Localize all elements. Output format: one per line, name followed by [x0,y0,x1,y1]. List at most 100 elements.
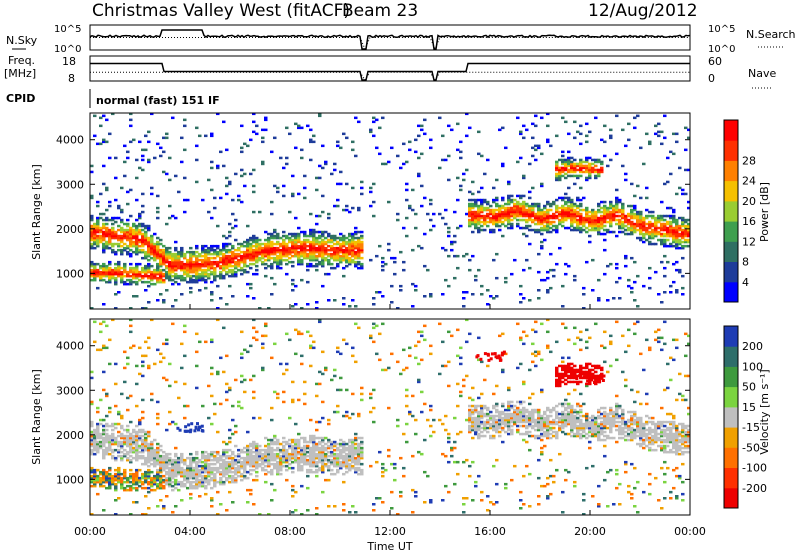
power-cell [102,164,106,168]
velocity-cell [252,396,256,400]
power-cell [354,230,358,234]
velocity-cell [102,418,106,422]
velocity-cell [138,346,142,350]
power-cell [615,200,619,204]
power-cell [339,244,343,248]
velocity-cell [240,374,244,378]
power-cell [204,278,208,282]
power-cell [96,262,100,266]
power-cell [372,116,376,120]
power-cell [477,152,481,156]
power-cell [144,274,148,278]
velocity-cell [336,468,340,472]
power-cell [195,250,199,254]
velocity-cell [150,448,154,452]
velocity-cell [138,450,142,454]
power-cell [234,238,238,242]
velocity-cell [300,468,304,472]
power-cell [201,250,205,254]
velocity-cell [207,482,211,486]
power-cell [654,224,658,228]
power-cell [147,252,151,256]
velocity-cell [162,376,166,380]
power-cell [267,248,271,252]
power-cell [603,212,607,216]
power-cell [123,266,127,270]
power-cell [360,230,364,234]
power-cell [534,124,538,128]
power-cell [633,228,637,232]
power-cell [546,200,550,204]
velocity-cell [171,468,175,472]
velocity-cell [408,354,412,358]
velocity-cell [453,482,457,486]
power-cell [318,112,322,116]
velocity-cell [354,456,358,460]
power-cell [540,182,544,186]
velocity-cell [96,440,100,444]
power-cell [621,230,625,234]
power-cell [228,230,232,234]
velocity-cell [480,414,484,418]
power-cell [642,218,646,222]
power-cell [423,232,427,236]
velocity-cell [132,472,136,476]
velocity-cell [444,364,448,368]
power-cell [354,246,358,250]
power-cell [216,274,220,278]
power-cell [609,210,613,214]
power-cell [168,254,172,258]
velocity-cell [417,450,421,454]
velocity-cell [162,450,166,454]
power-cell [645,216,649,220]
power-cell [195,254,199,258]
velocity-cell [309,470,313,474]
power-cell [168,264,172,268]
power-cell [585,214,589,218]
velocity-cell [120,454,124,458]
power-cell [657,230,661,234]
power-cell [294,250,298,254]
velocity-cell [234,430,238,434]
power-cell [207,268,211,272]
power-cell [123,222,127,226]
velocity-cell [102,346,106,350]
velocity-cell [243,460,247,464]
power-cell [429,218,433,222]
power-cell [555,198,559,202]
power-cell [678,270,682,274]
velocity-cell [267,460,271,464]
power-cell [282,234,286,238]
power-cell [168,268,172,272]
velocity-cell [312,464,316,468]
velocity-cell [210,422,214,426]
power-cell [387,160,391,164]
velocity-cell [354,448,358,452]
velocity-cell [105,474,109,478]
power-cell [345,254,349,258]
power-cell [93,270,97,274]
velocity-cell [111,436,115,440]
power-cell [534,202,538,206]
velocity-cell [354,432,358,436]
power-cell [591,212,595,216]
power-cell [522,194,526,198]
power-cell [639,228,643,232]
power-cell [627,212,631,216]
power-cell [393,260,397,264]
power-cell [570,222,574,226]
power-cell [561,220,565,224]
velocity-cell [147,507,151,510]
power-cell [675,238,679,242]
power-cell [297,192,301,196]
power-cell [510,194,514,198]
date-label: 12/Aug/2012 [588,1,698,21]
power-cell [291,264,295,268]
power-cell [162,268,166,272]
power-cell [243,240,247,244]
power-cell [132,222,136,226]
velocity-cell [138,444,142,448]
power-cell [249,238,253,242]
power-cell [360,234,364,238]
power-cell [468,206,472,210]
